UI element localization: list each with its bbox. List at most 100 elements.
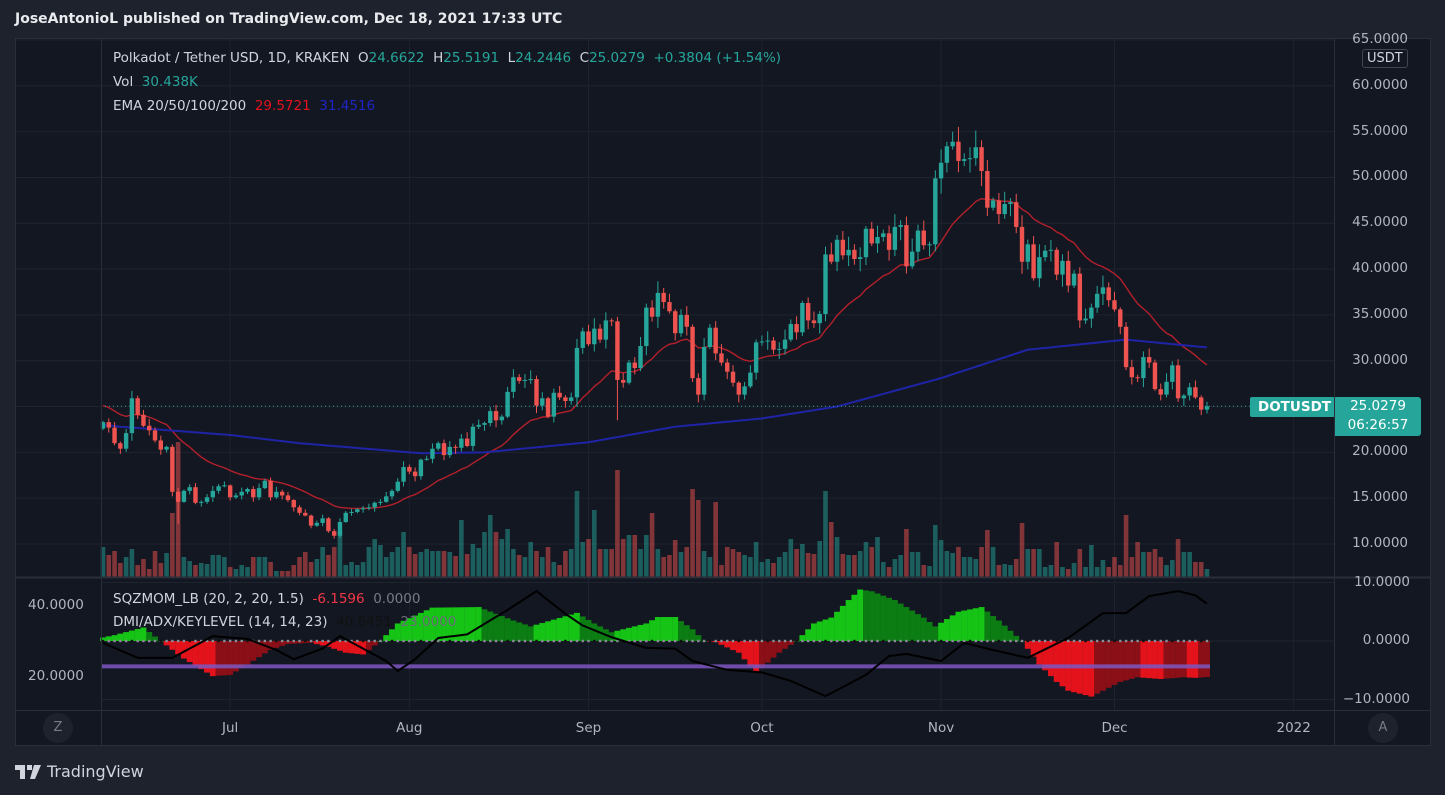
price-tick: 40.0000 (1352, 260, 1408, 277)
momentum-bar (1053, 641, 1060, 682)
candle-body (592, 328, 597, 345)
squeeze-dot (483, 639, 486, 643)
candle-body (1170, 365, 1175, 382)
momentum-bar (100, 637, 106, 641)
squeeze-dot (454, 639, 457, 643)
squeeze-dot (980, 639, 983, 643)
volume-bar (909, 552, 915, 577)
squeeze-dot (477, 639, 480, 643)
volume-bar (1204, 569, 1210, 577)
squeeze-dot (425, 639, 428, 643)
candle-body (459, 438, 464, 448)
volume-bar (378, 545, 383, 577)
squeeze-dot (922, 639, 925, 643)
squeeze-dot (315, 639, 319, 643)
indicator-pane (100, 589, 1210, 698)
momentum-bar (730, 641, 736, 651)
volume-bar (1170, 560, 1175, 577)
momentum-bar (1024, 641, 1031, 649)
squeeze-dot (714, 639, 717, 643)
momentum-bar (238, 641, 245, 668)
volume-value: 30.438K (141, 74, 198, 90)
auto-scale-button[interactable]: A (1368, 713, 1398, 743)
momentum-bar (626, 627, 632, 641)
squeeze-dot (234, 639, 238, 643)
candle-body (846, 249, 851, 256)
candle-body (349, 511, 354, 513)
candle-body (1014, 202, 1019, 227)
tradingview-logo[interactable]: TradingView (15, 762, 144, 781)
volume-bar (1181, 552, 1187, 577)
squeeze-dot (916, 639, 920, 643)
momentum-bar (429, 607, 436, 641)
candle-body (540, 398, 545, 406)
volume-bar (649, 513, 655, 577)
momentum-bar (1042, 641, 1049, 671)
momentum-bar (232, 641, 239, 672)
volume-bar (291, 565, 297, 577)
candle-body (181, 490, 187, 502)
volume-bar (805, 553, 811, 577)
candle-body (996, 200, 1002, 215)
volume-bar (441, 551, 447, 577)
ema-long-line (102, 338, 1208, 455)
momentum-bar (319, 641, 326, 646)
last-price-tag: 25.0279 06:26:57 (1335, 397, 1421, 436)
squeeze-dot (610, 639, 613, 643)
momentum-bar (521, 624, 528, 641)
momentum-bar (1186, 641, 1193, 678)
momentum-bar (660, 617, 667, 641)
candle-body (1066, 260, 1071, 286)
squeeze-dot (304, 639, 307, 643)
candle-body (470, 426, 476, 446)
candle-body (1135, 377, 1140, 379)
currency-label[interactable]: USDT (1362, 49, 1408, 68)
candle-body (973, 147, 978, 159)
volume-bar (788, 539, 794, 577)
candle-body (1164, 381, 1169, 395)
candle-body (788, 324, 794, 340)
zoom-reset-button[interactable]: Z (43, 713, 73, 743)
sqzmom-value: -6.1596 (312, 591, 365, 607)
momentum-bar (972, 608, 979, 641)
squeeze-dot (939, 639, 943, 643)
momentum-bar (776, 641, 783, 653)
candle-body (852, 249, 857, 259)
volume-bars (100, 442, 1210, 577)
momentum-bar (1175, 641, 1182, 678)
squeeze-dot (431, 639, 434, 643)
candle-body (522, 379, 528, 381)
candle-body (123, 433, 129, 449)
squeeze-dot (1136, 639, 1139, 643)
momentum-bar (1111, 641, 1118, 685)
candle-body (1158, 389, 1163, 395)
volume-bar (985, 530, 990, 577)
volume-bar (609, 549, 614, 577)
time-tick: 2022 (1276, 720, 1311, 736)
volume-bar (979, 547, 984, 577)
squeeze-dot (1049, 639, 1053, 643)
volume-bar (528, 542, 534, 577)
squeeze-dot (558, 639, 561, 643)
momentum-bar (1047, 641, 1054, 677)
squeeze-dot (656, 639, 660, 643)
candle-body (424, 458, 429, 460)
squeeze-dot (1090, 639, 1093, 643)
volume-bar (250, 557, 256, 577)
momentum-bar (597, 626, 604, 641)
volume-bar (366, 547, 372, 577)
squeeze-dot (575, 639, 579, 643)
volume-bar (1100, 560, 1106, 577)
volume-bar (372, 539, 377, 577)
momentum-bar (394, 623, 401, 641)
volume-bar (534, 551, 539, 577)
candle-body (395, 481, 400, 491)
momentum-bar (435, 607, 442, 641)
volume-bar (857, 551, 863, 577)
momentum-bar (868, 591, 875, 641)
candle-body (690, 326, 695, 379)
momentum-bar (822, 619, 829, 641)
candle-body (464, 438, 470, 446)
squeeze-dot (876, 639, 879, 643)
